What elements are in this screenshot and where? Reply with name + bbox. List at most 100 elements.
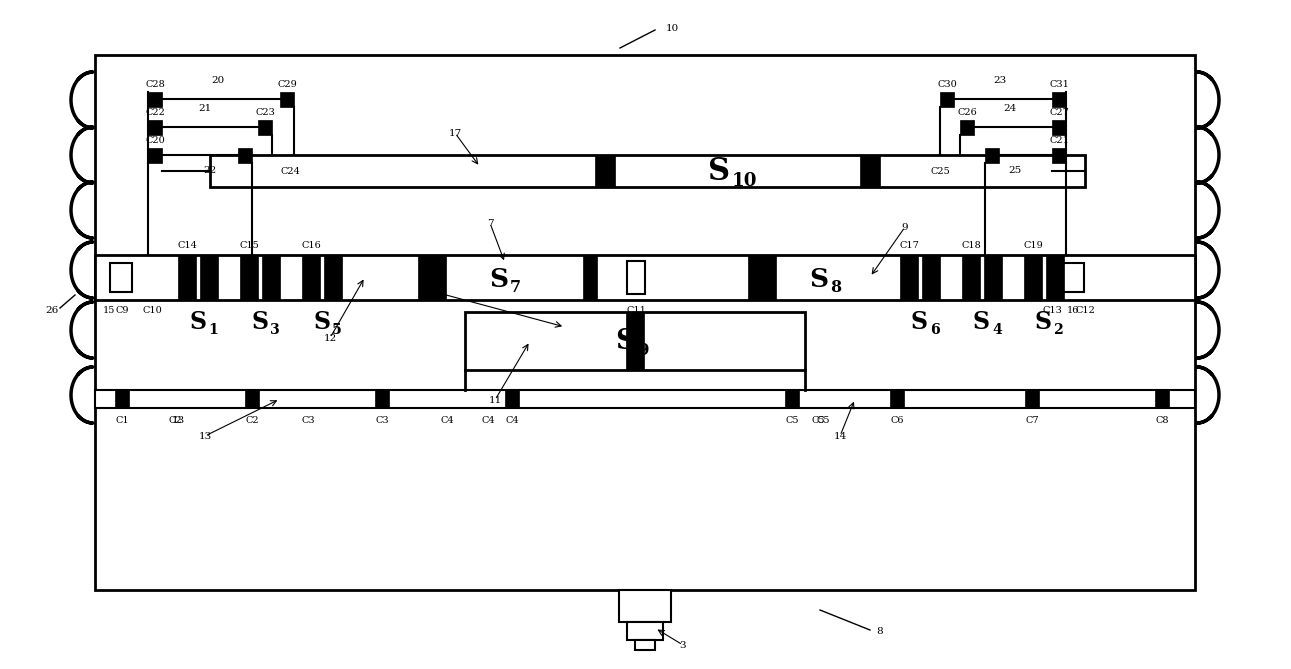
Text: 9: 9	[901, 223, 909, 231]
Bar	[96, 55, 1195, 590]
Bar	[258, 120, 272, 135]
Text: C2: C2	[245, 415, 258, 425]
Bar	[618, 590, 671, 622]
Bar	[595, 155, 615, 187]
Text: 3: 3	[679, 640, 687, 650]
Bar	[1052, 148, 1066, 163]
Text: 13: 13	[199, 432, 212, 440]
Text: C3: C3	[301, 415, 315, 425]
Text: S: S	[1035, 310, 1052, 334]
Bar	[210, 155, 1084, 187]
Text: S: S	[312, 310, 330, 334]
Text: C14: C14	[177, 240, 198, 250]
Text: S: S	[973, 310, 990, 334]
Bar	[985, 148, 999, 163]
Bar	[262, 255, 280, 300]
Text: 17: 17	[448, 128, 462, 138]
Bar	[240, 255, 258, 300]
Bar	[1052, 92, 1066, 107]
Bar	[245, 390, 259, 408]
Text: S: S	[809, 266, 828, 292]
Bar	[200, 255, 218, 300]
Bar	[96, 255, 1195, 300]
Text: 10: 10	[732, 172, 758, 190]
Text: C27: C27	[1050, 108, 1069, 116]
Text: C17: C17	[899, 240, 919, 250]
Text: 5: 5	[332, 322, 342, 337]
Bar	[984, 255, 1002, 300]
Text: C26: C26	[957, 108, 977, 116]
Text: 21: 21	[199, 104, 212, 112]
Bar	[1046, 255, 1064, 300]
Bar	[1024, 255, 1042, 300]
Text: 3: 3	[270, 322, 280, 337]
Text: C3: C3	[376, 415, 389, 425]
Text: C8: C8	[1155, 415, 1168, 425]
Bar	[922, 255, 940, 300]
Text: C1: C1	[115, 415, 129, 425]
Bar	[627, 261, 646, 294]
Text: 12: 12	[323, 334, 337, 343]
Text: 6: 6	[431, 288, 439, 296]
Text: C30: C30	[937, 80, 957, 88]
Text: C31: C31	[1050, 80, 1069, 88]
Bar	[1155, 390, 1168, 408]
Text: S: S	[489, 266, 507, 292]
Text: 9: 9	[636, 341, 648, 359]
Bar	[584, 255, 596, 300]
Text: C12: C12	[1075, 306, 1095, 314]
Bar	[635, 640, 655, 650]
Text: C28: C28	[145, 80, 165, 88]
Text: C6: C6	[891, 415, 904, 425]
Bar	[889, 390, 904, 408]
Text: 13: 13	[172, 415, 185, 425]
Bar	[238, 148, 252, 163]
Text: S: S	[250, 310, 269, 334]
Bar	[418, 255, 445, 300]
Text: S: S	[911, 310, 928, 334]
Bar	[374, 390, 389, 408]
Bar	[505, 390, 519, 408]
Text: 11: 11	[488, 395, 502, 405]
Bar	[860, 155, 880, 187]
Bar	[747, 255, 776, 300]
Bar	[115, 390, 129, 408]
Text: 7: 7	[510, 279, 522, 296]
Text: 25: 25	[1008, 165, 1021, 175]
Bar	[962, 255, 980, 300]
Text: C24: C24	[280, 167, 300, 175]
Text: 15: 15	[103, 306, 115, 314]
Text: S: S	[188, 310, 207, 334]
Bar	[110, 263, 132, 292]
Text: 6: 6	[930, 322, 940, 337]
Text: 2: 2	[1053, 322, 1064, 337]
Text: 7: 7	[487, 219, 493, 227]
Text: S: S	[707, 155, 729, 187]
Text: 26: 26	[45, 306, 58, 314]
Text: C11: C11	[626, 306, 646, 314]
Text: C23: C23	[256, 108, 275, 116]
Text: C5: C5	[785, 415, 799, 425]
Text: C29: C29	[278, 80, 297, 88]
Bar	[178, 255, 196, 300]
Text: 4: 4	[991, 322, 1002, 337]
Text: C19: C19	[1024, 240, 1043, 250]
Text: 1: 1	[208, 322, 218, 337]
Text: C13: C13	[1042, 306, 1062, 314]
Bar	[324, 255, 342, 300]
Text: C7: C7	[1025, 415, 1039, 425]
Bar	[96, 390, 1195, 408]
Text: C18: C18	[961, 240, 981, 250]
Bar	[1025, 390, 1039, 408]
Bar	[148, 148, 161, 163]
Text: C22: C22	[145, 108, 165, 116]
Text: 14: 14	[834, 432, 847, 440]
Text: S: S	[615, 328, 635, 355]
Text: 10: 10	[665, 23, 679, 33]
Text: C5: C5	[816, 415, 830, 425]
Text: C15: C15	[239, 240, 259, 250]
Text: 24: 24	[1003, 104, 1016, 112]
Text: C5: C5	[811, 415, 825, 425]
Text: C20: C20	[145, 136, 165, 145]
Bar	[148, 92, 161, 107]
